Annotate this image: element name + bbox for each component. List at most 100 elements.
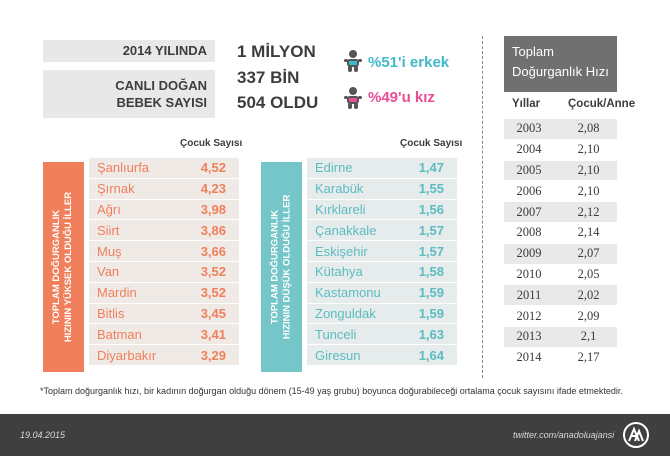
list-item: Kütahya 1,58 — [307, 261, 457, 283]
year-cell: 2010 — [516, 266, 542, 281]
list-item: Siirt 3,86 — [89, 220, 239, 242]
rate-cell: 2,10 — [577, 142, 600, 157]
child-count-value: 1,58 — [418, 264, 444, 280]
year-cell: 2012 — [516, 308, 542, 323]
year-cell: 2003 — [516, 121, 542, 136]
anadolu-agency-logo-icon — [623, 422, 649, 448]
rate-cell: 2,1 — [580, 329, 597, 344]
province-name: Ağrı — [97, 201, 121, 217]
table-row: 2005 2,10 — [504, 160, 617, 182]
male-percentage: %51'i erkek — [368, 54, 450, 71]
province-name: Siirt — [97, 222, 120, 238]
child-count-value: 4,23 — [200, 181, 226, 197]
list-item: Kırklareli 1,56 — [307, 199, 457, 221]
rate-table-title-line1: Toplam — [512, 44, 554, 59]
high-side-label-line1: TOPLAM DOĞURGANLIK — [51, 209, 63, 325]
births-number-line3: 504 OLDU — [237, 93, 319, 112]
low-side-label-line2: HIZININ DÜŞÜK OLDUĞU İLLER — [281, 194, 293, 340]
high-fertility-list: Şanlıurfa 4,52 Şırnak 4,23 Ağrı 3,98 Siirt 3,86… — [89, 158, 239, 366]
child-count-value: 4,52 — [200, 160, 226, 176]
child-count-value: 3,98 — [200, 201, 226, 217]
rate-table-body: 2003 2,08 2004 2,10 2005 2,10 2006 2,10 2007 2,12… — [504, 119, 617, 369]
table-row: 2013 2,1 — [504, 326, 617, 348]
list-item: Kastamonu 1,59 — [307, 282, 457, 304]
province-name: Zonguldak — [315, 305, 376, 321]
child-count-value: 3,45 — [200, 305, 226, 321]
table-row: 2011 2,02 — [504, 285, 617, 307]
province-name: Diyarbakır — [97, 347, 157, 363]
child-count-value: 1,57 — [418, 222, 444, 238]
year-cell: 2006 — [516, 183, 542, 198]
list-item: Çanakkale 1,57 — [307, 220, 457, 242]
child-count-value: 1,47 — [418, 160, 444, 176]
rate-table-title: Toplam Doğurganlık Hızı — [504, 36, 617, 92]
province-name: Tunceli — [315, 326, 357, 342]
child-count-value: 1,57 — [418, 243, 444, 259]
female-percentage: %49'u kız — [368, 89, 435, 106]
rate-cell: 2,05 — [577, 266, 600, 281]
year-cell: 2013 — [516, 329, 542, 344]
child-count-value: 3,52 — [200, 264, 226, 280]
province-name: Kastamonu — [315, 285, 381, 301]
rate-cell: 2,07 — [577, 246, 600, 261]
province-name: Giresun — [315, 347, 361, 363]
list-item: Ağrı 3,98 — [89, 199, 239, 221]
low-fertility-list: Edirne 1,47 Karabük 1,55 Kırklareli 1,56 Çanak… — [307, 158, 457, 366]
low-column-header: Çocuk Sayısı — [400, 138, 463, 149]
child-count-value: 3,29 — [200, 347, 226, 363]
births-number-line1: 1 MİLYON — [237, 42, 316, 61]
year-label: 2014 YILINDA — [43, 40, 215, 62]
child-count-value: 3,52 — [200, 285, 226, 301]
year-cell: 2011 — [516, 287, 542, 302]
footnote: *Toplam doğurganlık hızı, bir kadının do… — [40, 386, 623, 396]
low-side-label-line1: TOPLAM DOĞURGANLIK — [269, 209, 281, 325]
list-item: Diyarbakır 3,29 — [89, 345, 239, 366]
province-name: Şanlıurfa — [97, 160, 150, 176]
list-item: Tunceli 1,63 — [307, 324, 457, 346]
child-count-value: 1,59 — [418, 305, 444, 321]
list-item: Şanlıurfa 4,52 — [89, 158, 239, 179]
province-name: Muş — [97, 243, 122, 259]
list-item: Eskişehir 1,57 — [307, 241, 457, 262]
year-cell: 2005 — [516, 162, 542, 177]
rate-cell: 2,10 — [577, 162, 600, 177]
table-row: 2008 2,14 — [504, 222, 617, 244]
province-name: Mardin — [97, 285, 137, 301]
rate-cell: 2,12 — [577, 204, 600, 219]
high-fertility-side-label: TOPLAM DOĞURGANLIK HIZININ YÜKSEK OLDUĞU… — [43, 162, 84, 372]
table-row: 2009 2,07 — [504, 243, 617, 265]
twitter-link[interactable]: twitter.com/anadoluajansi — [513, 430, 615, 440]
table-row: 2007 2,12 — [504, 202, 617, 223]
rate-table-year-header: Yıllar — [512, 98, 541, 110]
child-count-value: 1,59 — [418, 285, 444, 301]
province-name: Çanakkale — [315, 222, 377, 238]
year-cell: 2004 — [516, 142, 542, 157]
table-row: 2006 2,10 — [504, 181, 617, 203]
births-label-line2: BEBEK SAYISI — [116, 95, 207, 110]
dashed-divider — [482, 36, 483, 378]
year-cell: 2014 — [516, 350, 542, 365]
province-name: Batman — [97, 326, 142, 342]
child-count-value: 1,55 — [418, 181, 444, 197]
list-item: Bitlis 3,45 — [89, 303, 239, 325]
low-fertility-side-label: TOPLAM DOĞURGANLIK HIZININ DÜŞÜK OLDUĞU … — [261, 162, 302, 372]
list-item: Batman 3,41 — [89, 324, 239, 346]
child-count-value: 3,41 — [200, 326, 226, 342]
baby-boy-icon — [344, 50, 362, 72]
province-name: Bitlis — [97, 305, 125, 321]
rate-cell: 2,14 — [577, 225, 600, 240]
rate-table-title-line2: Doğurganlık Hızı — [512, 64, 609, 79]
province-name: Kütahya — [315, 264, 363, 280]
child-count-value: 1,64 — [418, 347, 444, 363]
list-item: Muş 3,66 — [89, 241, 239, 262]
province-name: Kırklareli — [315, 201, 366, 217]
publish-date: 19.04.2015 — [20, 430, 66, 440]
table-row: 2010 2,05 — [504, 264, 617, 286]
births-label: CANLI DOĞAN BEBEK SAYISI — [43, 70, 215, 118]
list-item: Karabük 1,55 — [307, 178, 457, 200]
rate-cell: 2,02 — [577, 287, 600, 302]
list-item: Şırnak 4,23 — [89, 178, 239, 200]
year-cell: 2008 — [516, 225, 542, 240]
list-item: Mardin 3,52 — [89, 282, 239, 304]
rate-cell: 2,09 — [577, 308, 600, 323]
